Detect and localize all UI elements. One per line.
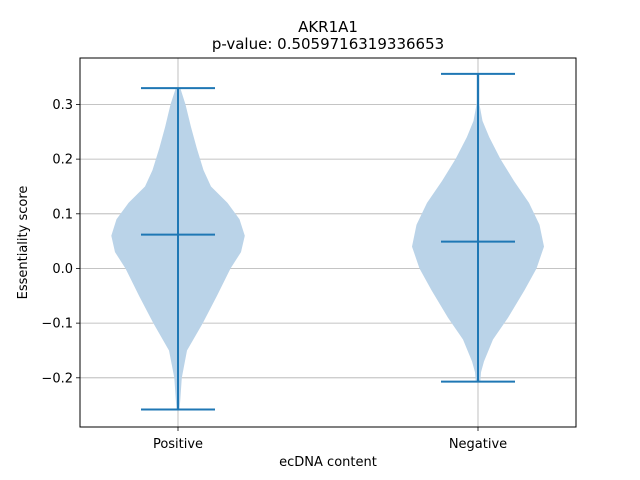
y-tick-label: −0.1 — [41, 317, 73, 332]
chart-subtitle: p-value: 0.5059716319336653 — [212, 35, 444, 53]
y-tick-label: 0.3 — [52, 98, 73, 113]
x-tick-label: Negative — [449, 437, 507, 452]
chart-title: AKR1A1 — [298, 18, 358, 36]
x-axis-label: ecDNA content — [279, 455, 377, 470]
y-tick-label: 0.0 — [52, 262, 73, 277]
y-axis-label: Essentiality score — [16, 186, 31, 300]
violins — [111, 72, 544, 411]
x-tick-label: Positive — [153, 437, 203, 452]
y-tick-label: 0.2 — [52, 153, 73, 168]
axis-ticks: −0.2 −0.1 0.0 0.1 0.2 0.3 Positive Negative — [41, 98, 507, 452]
y-tick-label: −0.2 — [41, 371, 73, 386]
y-tick-label: 0.1 — [52, 207, 73, 222]
plot-frame — [79, 57, 577, 428]
